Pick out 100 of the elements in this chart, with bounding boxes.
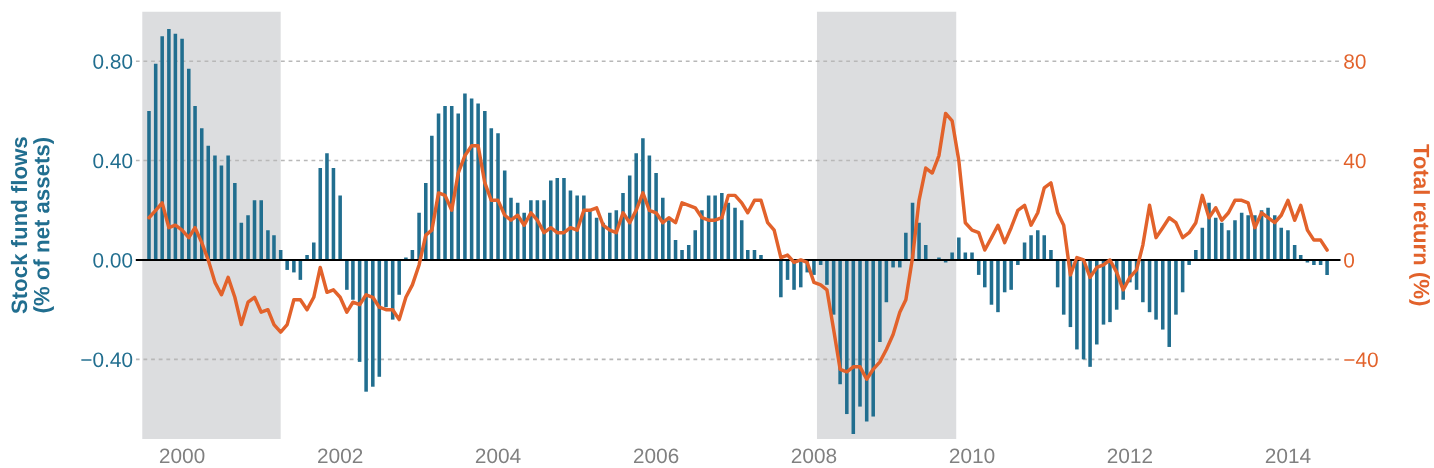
bar: [483, 110, 487, 260]
bar: [213, 155, 217, 260]
bar: [686, 245, 691, 260]
bar: [259, 200, 263, 260]
bar: [825, 259, 829, 285]
bar: [1160, 259, 1165, 330]
x-tick-label: 2004: [475, 448, 521, 464]
bar: [1325, 259, 1329, 275]
bar: [443, 105, 447, 260]
bar: [160, 36, 164, 260]
bar: [397, 259, 401, 295]
y-tick-label: 0.80: [93, 54, 133, 69]
bar: [555, 177, 560, 260]
x-tick-label: 2012: [1107, 448, 1153, 464]
bar: [199, 128, 204, 260]
bar: [496, 133, 500, 260]
bar: [1095, 259, 1099, 345]
bar: [187, 68, 191, 260]
y2-tick-label: 80: [1344, 54, 1366, 69]
bar: [923, 245, 928, 260]
bar: [364, 259, 368, 392]
bar: [733, 207, 737, 260]
bar: [285, 259, 289, 270]
bar: [266, 230, 270, 260]
bar: [292, 259, 296, 273]
bar: [641, 138, 645, 260]
bar: [476, 103, 480, 260]
bar: [667, 220, 671, 260]
y-tick-label: −0.40: [81, 352, 133, 368]
bar: [680, 250, 684, 260]
bar: [779, 259, 783, 298]
bar: [1213, 217, 1218, 260]
x-tick-label: 2000: [159, 448, 205, 464]
bar: [957, 237, 961, 260]
bar: [838, 259, 842, 385]
bar: [713, 195, 717, 260]
bar: [1246, 215, 1250, 260]
bar: [858, 259, 862, 407]
bar: [983, 259, 987, 288]
y2-tick-label: 0: [1344, 252, 1355, 268]
bar: [1220, 222, 1224, 260]
bar: [798, 259, 803, 288]
bar: [878, 259, 882, 342]
bar: [1029, 235, 1033, 260]
bar: [996, 259, 1000, 313]
bar: [1279, 227, 1284, 260]
bar: [246, 215, 250, 260]
bar: [351, 259, 355, 300]
bar: [845, 259, 849, 415]
bar: [1075, 259, 1079, 350]
x-tick-label: 2008: [791, 448, 837, 464]
x-tick-label: 2010: [949, 448, 995, 464]
y-tick-label: 0.00: [93, 252, 133, 268]
bar: [206, 145, 211, 260]
bar: [318, 168, 323, 260]
bar: [1088, 259, 1092, 367]
bar: [233, 182, 237, 260]
bar: [1141, 259, 1145, 303]
x-tick-label: 2006: [633, 448, 679, 464]
bar: [311, 242, 316, 260]
bar: [588, 210, 592, 260]
bar: [549, 180, 553, 260]
bar: [1233, 220, 1237, 260]
bar: [384, 259, 388, 308]
bar: [180, 38, 184, 260]
bar: [226, 155, 230, 260]
bar: [562, 177, 566, 260]
line-series: [147, 111, 1329, 381]
bar: [449, 105, 454, 260]
y2-axis-title: Total return (%): [1409, 144, 1430, 306]
x-tick-label: 2014: [1265, 448, 1311, 464]
x-tick-label: 2002: [318, 448, 363, 464]
y-axis-title: Stock fund flows (% of net assets): [10, 137, 54, 314]
bar: [1042, 235, 1047, 260]
bar: [345, 259, 349, 290]
bar: [693, 230, 697, 260]
y2-tick-label: −40: [1344, 352, 1378, 368]
bar: [746, 250, 750, 260]
bar: [904, 232, 908, 260]
bar: [272, 235, 276, 260]
y-tick-label: 0.40: [93, 153, 133, 169]
bar: [1194, 250, 1198, 260]
bar: [1286, 230, 1290, 260]
bar: [1174, 259, 1178, 315]
bar: [1035, 230, 1040, 260]
bar: [654, 173, 658, 260]
bar: [371, 259, 375, 387]
bar: [325, 153, 329, 260]
bar: [1009, 259, 1013, 290]
bar: [608, 212, 612, 260]
bar: [1049, 250, 1053, 260]
bar: [147, 110, 151, 260]
bar: [509, 197, 513, 260]
bar: [871, 259, 875, 417]
bar: [917, 222, 921, 260]
bar: [193, 105, 197, 260]
bar: [417, 212, 421, 260]
bar: [167, 28, 171, 260]
bar: [463, 93, 467, 260]
bar: [1154, 259, 1158, 320]
